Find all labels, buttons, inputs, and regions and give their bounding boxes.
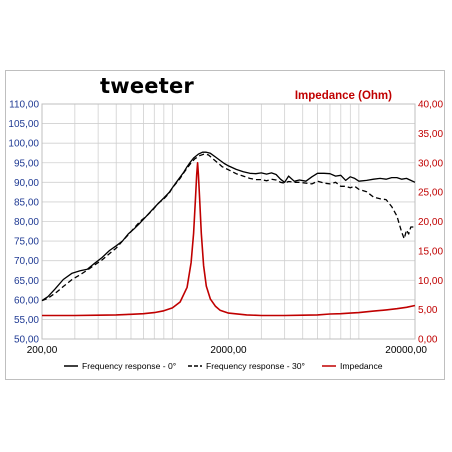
plot-border [41,103,416,340]
y-tick-label: 65,00 [14,276,39,287]
legend-label: Frequency response - 30° [206,361,305,371]
y-tick-label: 75,00 [14,237,39,248]
y-tick-label: 80,00 [14,217,39,228]
y2-axis-ticks: 0,00 5,00 10,00 15,00 20,00 25,00 30,00 35,00 40… [418,100,443,346]
y2-tick-label: 25,00 [418,188,443,199]
y2-tick-label: 0,00 [418,335,438,346]
y2-tick-label: 5,00 [418,305,438,316]
y-tick-label: 60,00 [14,295,39,306]
y2-tick-label: 15,00 [418,246,443,257]
y2-tick-label: 40,00 [418,100,443,111]
x-tick-label: 20000,00 [385,345,427,356]
y-tick-label: 90,00 [14,178,39,189]
y-tick-label: 50,00 [14,335,39,346]
y-tick-label: 100,00 [8,139,39,150]
gridlines [41,103,416,340]
series-line-frequency-response-30 [41,153,415,302]
y-tick-label: 95,00 [14,158,39,169]
y-tick-label: 110,00 [9,100,39,111]
chart-frame [5,70,445,380]
legend-label: Impedance [340,361,383,371]
y2-tick-label: 20,00 [418,217,443,228]
y2-tick-label: 30,00 [418,158,443,169]
y2-axis-label: Impedance (Ohm) [295,90,392,102]
legend-label: Frequency response - 0° [82,361,176,371]
legend: Frequency response - 0° Frequency respons… [64,361,383,371]
y-tick-label: 55,00 [14,315,39,326]
series-lines [41,151,416,317]
x-tick-label: 2000,00 [210,345,247,356]
x-tick-label: 200,00 [27,345,58,356]
series-line-impedance [42,162,416,317]
y-tick-label: 70,00 [14,256,39,267]
series-line-frequency-response-0 [41,151,416,302]
x-axis-ticks: 200,00 2000,00 20000,00 [27,345,428,356]
y2-tick-label: 35,00 [418,129,443,140]
y2-tick-label: 10,00 [418,276,443,287]
y-tick-label: 85,00 [14,197,39,208]
y-tick-label: 105,00 [8,119,39,130]
y-axis-ticks: 50,00 55,00 60,00 65,00 70,00 75,00 80,00 85,00… [8,100,39,346]
chart-title: tweeter [100,74,194,98]
